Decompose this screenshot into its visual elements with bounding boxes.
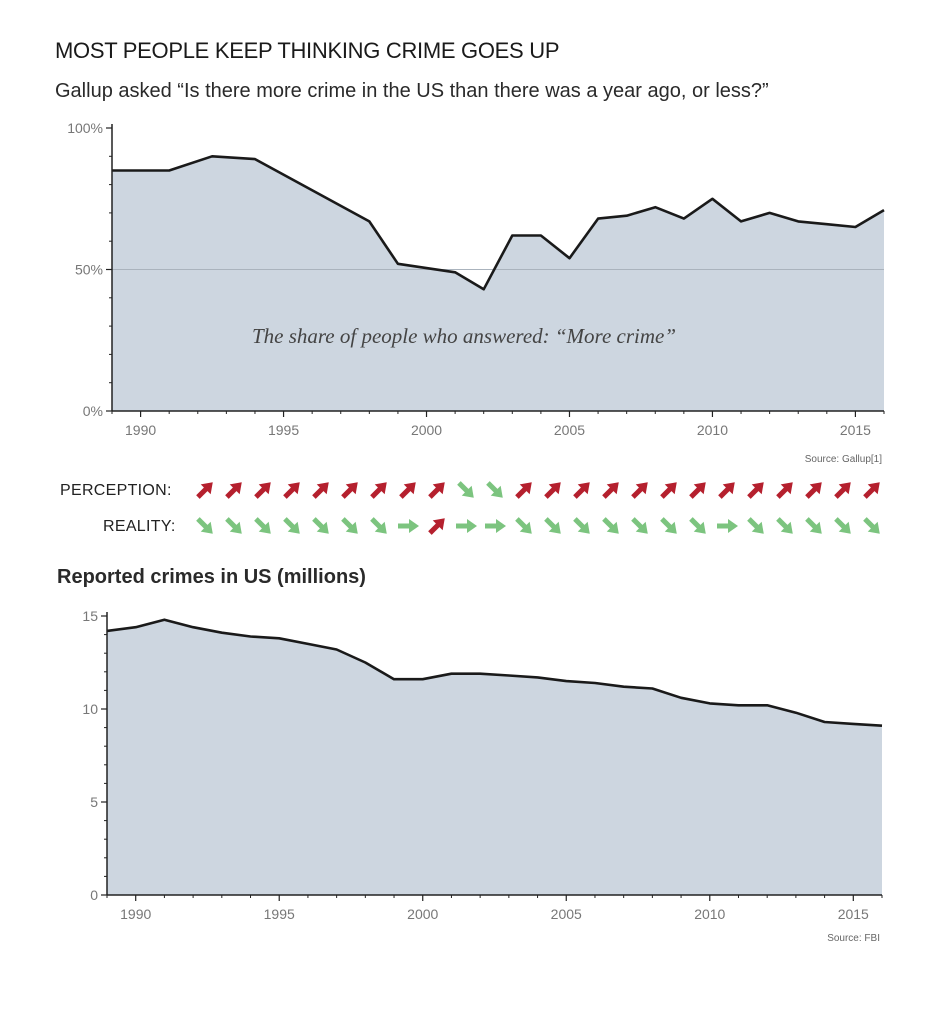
- perception-arrow-up: [515, 482, 532, 499]
- reality-arrow-down: [254, 517, 271, 534]
- y-tick-label: 15: [82, 608, 98, 624]
- perception-arrow-up: [747, 482, 764, 499]
- reality-arrow-down: [863, 517, 880, 534]
- perception-arrow-up: [776, 482, 793, 499]
- reality-arrow-down: [196, 517, 213, 534]
- x-tick-label: 1995: [268, 422, 299, 438]
- reality-arrow-down: [631, 517, 648, 534]
- y-tick-label: 10: [82, 701, 98, 717]
- reality-arrow-right: [717, 519, 738, 533]
- perception-arrow-up: [312, 482, 329, 499]
- reported-crimes-source: Source: FBI: [827, 933, 880, 944]
- perception-chart: 0% 50% 100% 1990 1995 2000 2005 2010 2015 The sh…: [67, 120, 885, 465]
- perception-arrow-up: [573, 482, 590, 499]
- perception-arrow-up: [544, 482, 561, 499]
- perception-arrow-down: [457, 481, 474, 498]
- perception-arrow-up: [399, 482, 416, 499]
- perception-arrow-up: [834, 482, 851, 499]
- perception-arrow-up: [341, 482, 358, 499]
- reality-arrow-down: [341, 517, 358, 534]
- reality-arrow-down: [573, 517, 590, 534]
- arrow-rows: [196, 481, 880, 535]
- page-subtitle: Gallup asked “Is there more crime in the…: [55, 80, 769, 102]
- y-tick-label: 0%: [83, 403, 103, 419]
- y-tick-label: 5: [90, 794, 98, 810]
- perception-area: [112, 156, 884, 411]
- x-tick-label: 1990: [120, 906, 151, 922]
- x-tick-label: 2015: [840, 422, 871, 438]
- x-tick-label: 1995: [264, 906, 295, 922]
- reality-arrow-down: [283, 517, 300, 534]
- perception-arrow-down: [486, 481, 503, 498]
- reality-arrow-down: [805, 517, 822, 534]
- x-tick-label: 1990: [125, 422, 156, 438]
- perception-arrow-up: [718, 482, 735, 499]
- reported-crimes-chart: 0 5 10 15 1990 1995 2000 2005 2010 2015 Source: F…: [82, 608, 883, 944]
- x-tick-label: 2000: [407, 906, 438, 922]
- reality-arrow-down: [834, 517, 851, 534]
- reality-arrow-right: [456, 519, 477, 533]
- perception-arrow-up: [196, 482, 213, 499]
- reality-arrow-down: [225, 517, 242, 534]
- perception-arrow-up: [660, 482, 677, 499]
- x-tick-label: 2000: [411, 422, 442, 438]
- perception-arrow-up: [689, 482, 706, 499]
- reported-crimes-area: [107, 619, 882, 895]
- x-tick-label: 2005: [551, 906, 582, 922]
- y-tick-label: 100%: [67, 120, 103, 136]
- reality-arrow-down: [544, 517, 561, 534]
- reality-arrow-right: [398, 519, 419, 533]
- y-tick-label: 0: [90, 887, 98, 903]
- reported-crimes-title: Reported crimes in US (millions): [57, 566, 366, 588]
- perception-row-label: PERCEPTION:: [60, 482, 172, 499]
- perception-arrow-up: [225, 482, 242, 499]
- y-tick-label: 50%: [75, 262, 103, 278]
- reality-arrow-down: [370, 517, 387, 534]
- perception-arrow-up: [631, 482, 648, 499]
- perception-arrow-up: [602, 482, 619, 499]
- perception-annotation: The share of people who answered: “More …: [252, 324, 676, 348]
- reality-arrow-up: [428, 518, 445, 535]
- x-tick-label: 2010: [694, 906, 725, 922]
- perception-arrow-up: [370, 482, 387, 499]
- reality-arrow-down: [776, 517, 793, 534]
- reality-arrow-down: [689, 517, 706, 534]
- x-tick-label: 2015: [838, 906, 869, 922]
- perception-arrow-up: [863, 482, 880, 499]
- reality-arrow-right: [485, 519, 506, 533]
- reality-arrow-down: [747, 517, 764, 534]
- reality-arrow-down: [312, 517, 329, 534]
- reality-arrow-down: [660, 517, 677, 534]
- perception-arrow-up: [254, 482, 271, 499]
- reality-arrow-down: [515, 517, 532, 534]
- page-title: MOST PEOPLE KEEP THINKING CRIME GOES UP: [55, 38, 560, 63]
- reported-crimes-series-line: [106, 618, 883, 727]
- perception-arrow-up: [805, 482, 822, 499]
- x-tick-label: 2010: [697, 422, 728, 438]
- perception-arrow-up: [283, 482, 300, 499]
- x-tick-label: 2005: [554, 422, 585, 438]
- perception-series-line: [112, 155, 885, 291]
- reality-row-label: REALITY:: [103, 518, 176, 535]
- perception-source: Source: Gallup[1]: [805, 454, 882, 465]
- reality-arrow-down: [602, 517, 619, 534]
- perception-arrow-up: [428, 482, 445, 499]
